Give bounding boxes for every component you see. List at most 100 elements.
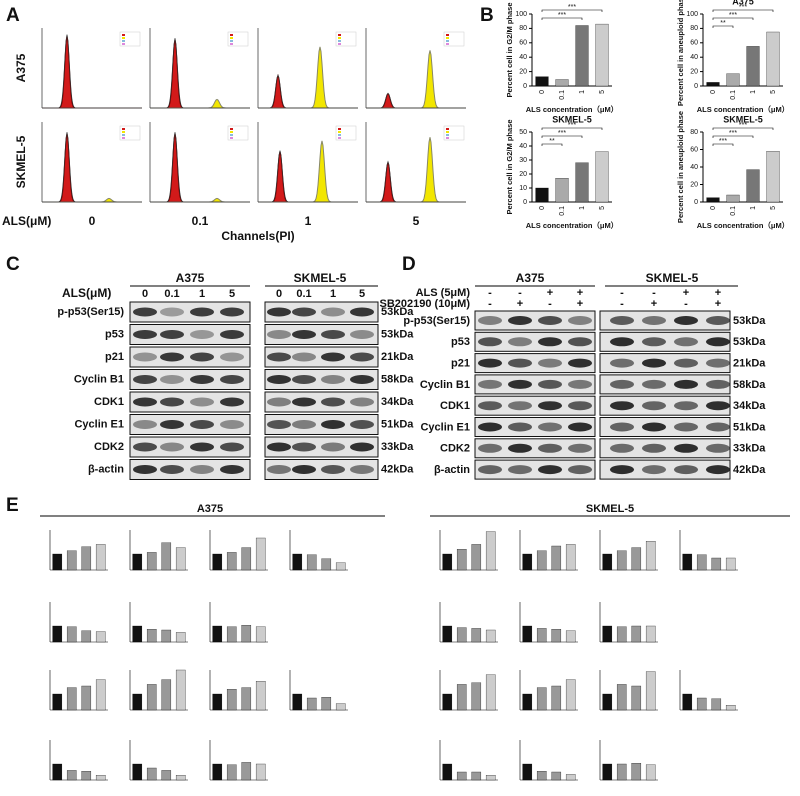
bar — [255, 763, 266, 781]
band — [674, 316, 698, 325]
group-label: A375 — [176, 271, 205, 285]
bar — [631, 685, 642, 711]
band — [674, 401, 698, 411]
g1-peak — [366, 162, 466, 203]
sig-bracket — [541, 143, 563, 146]
bar — [551, 771, 562, 781]
bar — [95, 544, 106, 571]
band — [508, 401, 532, 411]
bar — [146, 767, 157, 781]
legend-swatch — [446, 137, 449, 139]
y-tick-label: 10 — [519, 185, 527, 192]
bar — [175, 547, 186, 571]
legend-swatch — [122, 43, 125, 45]
sign: + — [715, 298, 721, 310]
bar — [306, 697, 317, 711]
legend-swatch — [446, 128, 449, 130]
band — [568, 422, 592, 432]
blot — [474, 438, 596, 459]
sign: + — [577, 298, 583, 310]
bar — [575, 162, 589, 203]
panel-label: D — [402, 254, 416, 275]
bar — [485, 629, 496, 643]
y-tick-label: 50 — [519, 129, 527, 136]
band — [508, 465, 532, 475]
bar — [241, 547, 252, 571]
band — [642, 465, 666, 475]
bar — [631, 625, 642, 643]
sig-label: *** — [729, 130, 737, 137]
panel-label: C — [6, 254, 20, 275]
band — [190, 420, 214, 429]
bar — [535, 187, 549, 203]
x-tick-label: 1 — [579, 206, 586, 210]
bar — [645, 625, 656, 643]
x-tick-label: 0 — [710, 90, 717, 94]
y-tick-label: 100 — [686, 11, 698, 18]
bar — [485, 531, 496, 571]
bar — [226, 552, 237, 571]
sign: - — [684, 298, 688, 310]
protein: CDK2 — [440, 443, 470, 455]
x-tick-label: 0.1 — [730, 90, 737, 100]
band — [568, 443, 592, 453]
sig-bracket — [712, 9, 774, 12]
band — [508, 422, 532, 432]
band — [610, 465, 634, 475]
x-tick-label: 0.1 — [730, 206, 737, 216]
bar — [471, 682, 482, 711]
g1-peak — [366, 92, 466, 109]
g1-peak — [258, 151, 358, 203]
dose: 0 — [89, 214, 96, 228]
dose-label: ALS(μM) — [62, 286, 111, 300]
bar — [602, 625, 613, 643]
lane-label: 0.1 — [296, 288, 311, 300]
band — [642, 379, 666, 389]
band — [538, 422, 562, 432]
bar — [95, 631, 106, 643]
sign: - — [620, 298, 624, 310]
bar — [66, 550, 77, 571]
bar — [746, 169, 760, 203]
bar — [241, 762, 252, 781]
bar — [575, 25, 589, 87]
blot — [129, 324, 251, 345]
legend-swatch — [338, 37, 341, 39]
legend-swatch — [230, 43, 233, 45]
bar — [442, 625, 453, 643]
band — [220, 420, 244, 429]
x-tick-label: 0.1 — [559, 90, 566, 100]
legend-swatch — [338, 43, 341, 45]
bar — [485, 674, 496, 711]
row-label: SKMEL-5 — [14, 135, 28, 188]
bar — [161, 679, 172, 711]
band — [508, 358, 532, 368]
band — [610, 316, 634, 325]
g1-peak — [42, 133, 142, 203]
sign: + — [547, 287, 553, 299]
sig-bracket — [541, 127, 603, 130]
sig-label: *** — [739, 122, 747, 129]
band — [508, 316, 532, 325]
blot — [474, 331, 596, 352]
band — [706, 422, 730, 432]
y-tick-label: 0 — [523, 199, 527, 206]
legend-swatch — [230, 134, 233, 136]
bar — [522, 625, 533, 643]
bar — [522, 553, 533, 571]
dose-label: ALS(μM) — [2, 214, 51, 228]
band — [190, 352, 214, 362]
band — [538, 316, 562, 325]
y-label: Percent cell in aneuploid phase — [676, 0, 685, 106]
bar — [161, 542, 172, 571]
legend-swatch — [230, 34, 233, 36]
bar — [226, 626, 237, 643]
size: 58kDa — [381, 373, 414, 385]
legend-swatch — [446, 37, 449, 39]
bar — [146, 684, 157, 711]
band — [642, 337, 666, 347]
band — [610, 358, 634, 368]
panel-label: A — [6, 5, 20, 26]
bar — [95, 679, 106, 711]
legend-swatch — [338, 134, 341, 136]
